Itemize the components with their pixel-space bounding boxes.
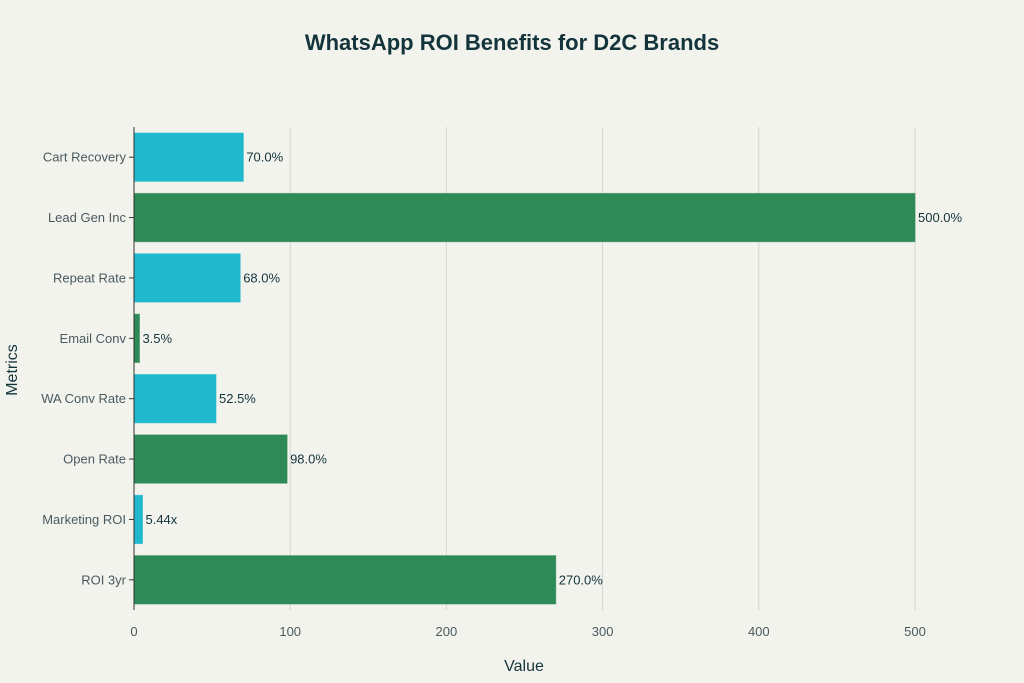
x-tick-label: 300 [592, 624, 614, 639]
x-tick-label: 500 [904, 624, 926, 639]
y-tick-label: Cart Recovery [43, 150, 127, 165]
x-tick-label: 0 [130, 624, 137, 639]
y-tick-label: Email Conv [60, 331, 127, 346]
y-tick-label: WA Conv Rate [41, 391, 126, 406]
bar [133, 313, 140, 363]
x-tick-label: 100 [279, 624, 301, 639]
bar [133, 374, 217, 424]
data-label: 52.5% [219, 391, 256, 406]
x-tick-label: 200 [436, 624, 458, 639]
chart-title: WhatsApp ROI Benefits for D2C Brands [305, 30, 719, 55]
y-tick-label: Repeat Rate [53, 270, 126, 285]
x-axis-title: Value [504, 658, 544, 675]
y-axis-title: Metrics [4, 344, 21, 396]
data-label: 3.5% [142, 331, 172, 346]
data-label: 98.0% [290, 452, 327, 467]
y-tick-label: Marketing ROI [42, 512, 126, 527]
bar [133, 132, 244, 182]
data-label: 270.0% [559, 572, 604, 587]
bar [133, 494, 143, 545]
labels: 0 100 200 300 400 500 Cart Recovery 70.0% Lead G… [41, 150, 962, 639]
bar [133, 253, 241, 303]
x-tick-label: 400 [748, 624, 770, 639]
bar [133, 434, 288, 484]
bar [133, 192, 916, 243]
data-label: 70.0% [246, 150, 283, 165]
data-label: 68.0% [243, 270, 280, 285]
y-tick-label: Open Rate [63, 452, 126, 467]
bars [133, 132, 916, 605]
y-tick-label: ROI 3yr [81, 572, 126, 587]
data-label: 5.44x [145, 512, 177, 527]
data-label: 500.0% [918, 210, 963, 225]
y-tick-label: Lead Gen Inc [48, 210, 127, 225]
bar [133, 555, 557, 605]
